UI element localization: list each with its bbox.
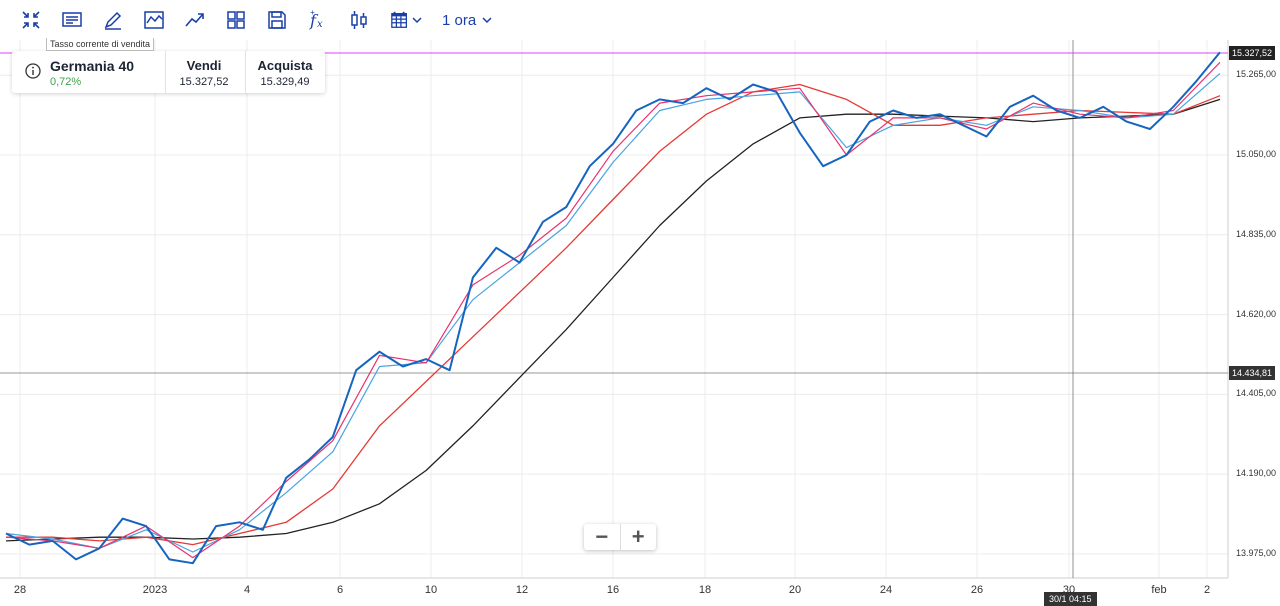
x-tick-label: 6 [336,584,344,596]
x-tick-label: 16 [606,584,620,596]
x-tick-label: 2 [1203,584,1211,596]
calendar-icon[interactable] [386,8,426,32]
instrument-name: Germania 40 [50,58,135,74]
series-line-price [5,51,1221,565]
line-chart-type-icon[interactable] [141,8,167,32]
svg-text:f: f [309,11,319,30]
info-icon[interactable] [25,63,41,79]
chart-area[interactable] [0,40,1280,604]
chart-toolbar: f x + 1 ora [0,0,1280,40]
sell-label[interactable]: Vendi [186,58,222,73]
layout-grid-icon[interactable] [223,8,249,32]
x-tick-label: 12 [515,584,529,596]
zoom-controls: − + [584,524,656,550]
x-tick-label: 10 [424,584,438,596]
x-tick-label: feb [1151,584,1167,596]
buy-value[interactable]: 15.329,49 [260,76,310,88]
buy-label[interactable]: Acquista [257,58,313,73]
sell-value[interactable]: 15.327,52 [179,76,229,88]
y-tick-label: 14.835,00 [1236,228,1277,239]
crosshair-price-tag: 14.434,81 [1229,366,1276,380]
card-divider [245,51,246,93]
series-line-ma_red [6,83,1221,546]
x-tick-label: 18 [698,584,712,596]
compare-candles-icon[interactable] [346,8,372,32]
save-icon[interactable] [264,8,290,32]
instrument-change: 0,72% [50,76,82,88]
y-tick-label: 15.265,00 [1236,69,1277,80]
timeframe-label: 1 ora [442,11,477,29]
price-chart[interactable] [0,40,1280,604]
x-tick-label: 28 [13,584,27,596]
chevron-down-icon [412,17,422,24]
trend-icon[interactable] [182,8,208,32]
timeframe-dropdown[interactable]: 1 ora [442,9,492,31]
y-tick-label: 15.050,00 [1236,149,1277,160]
series-line-ma_fast [5,61,1221,559]
y-tick-label: 14.405,00 [1236,388,1277,399]
y-tick-label: 13.975,00 [1236,547,1277,558]
x-tick-label: 20 [788,584,802,596]
zoom-out-button[interactable]: − [595,524,609,549]
crosshair-time-tag: 30/1 04:15 [1044,592,1097,606]
card-divider [165,51,166,93]
x-tick-label: 26 [970,584,984,596]
draw-icon[interactable] [100,8,126,32]
series-line-ma_mid [5,72,1221,553]
y-tick-label: 14.620,00 [1236,308,1277,319]
instrument-info-card: Germania 40 0,72% Vendi 15.327,52 Acquis… [12,51,325,93]
y-tick-label: 14.190,00 [1236,468,1277,479]
indicators-fx-icon[interactable]: f x + [305,8,331,32]
svg-text:x: x [317,19,323,30]
sell-rate-tooltip: Tasso corrente di vendita [46,38,155,51]
zoom-in-button[interactable]: + [631,524,645,549]
x-tick-label: 4 [243,584,251,596]
zoom-divider [619,524,621,550]
chevron-down-icon [482,17,492,24]
x-tick-label: 2023 [142,584,168,596]
x-tick-label: 24 [879,584,893,596]
current-price-tag: 15.327,52 [1229,46,1276,60]
svg-text:+: + [310,9,315,17]
collapse-icon[interactable] [18,8,44,32]
news-icon[interactable] [59,8,85,32]
